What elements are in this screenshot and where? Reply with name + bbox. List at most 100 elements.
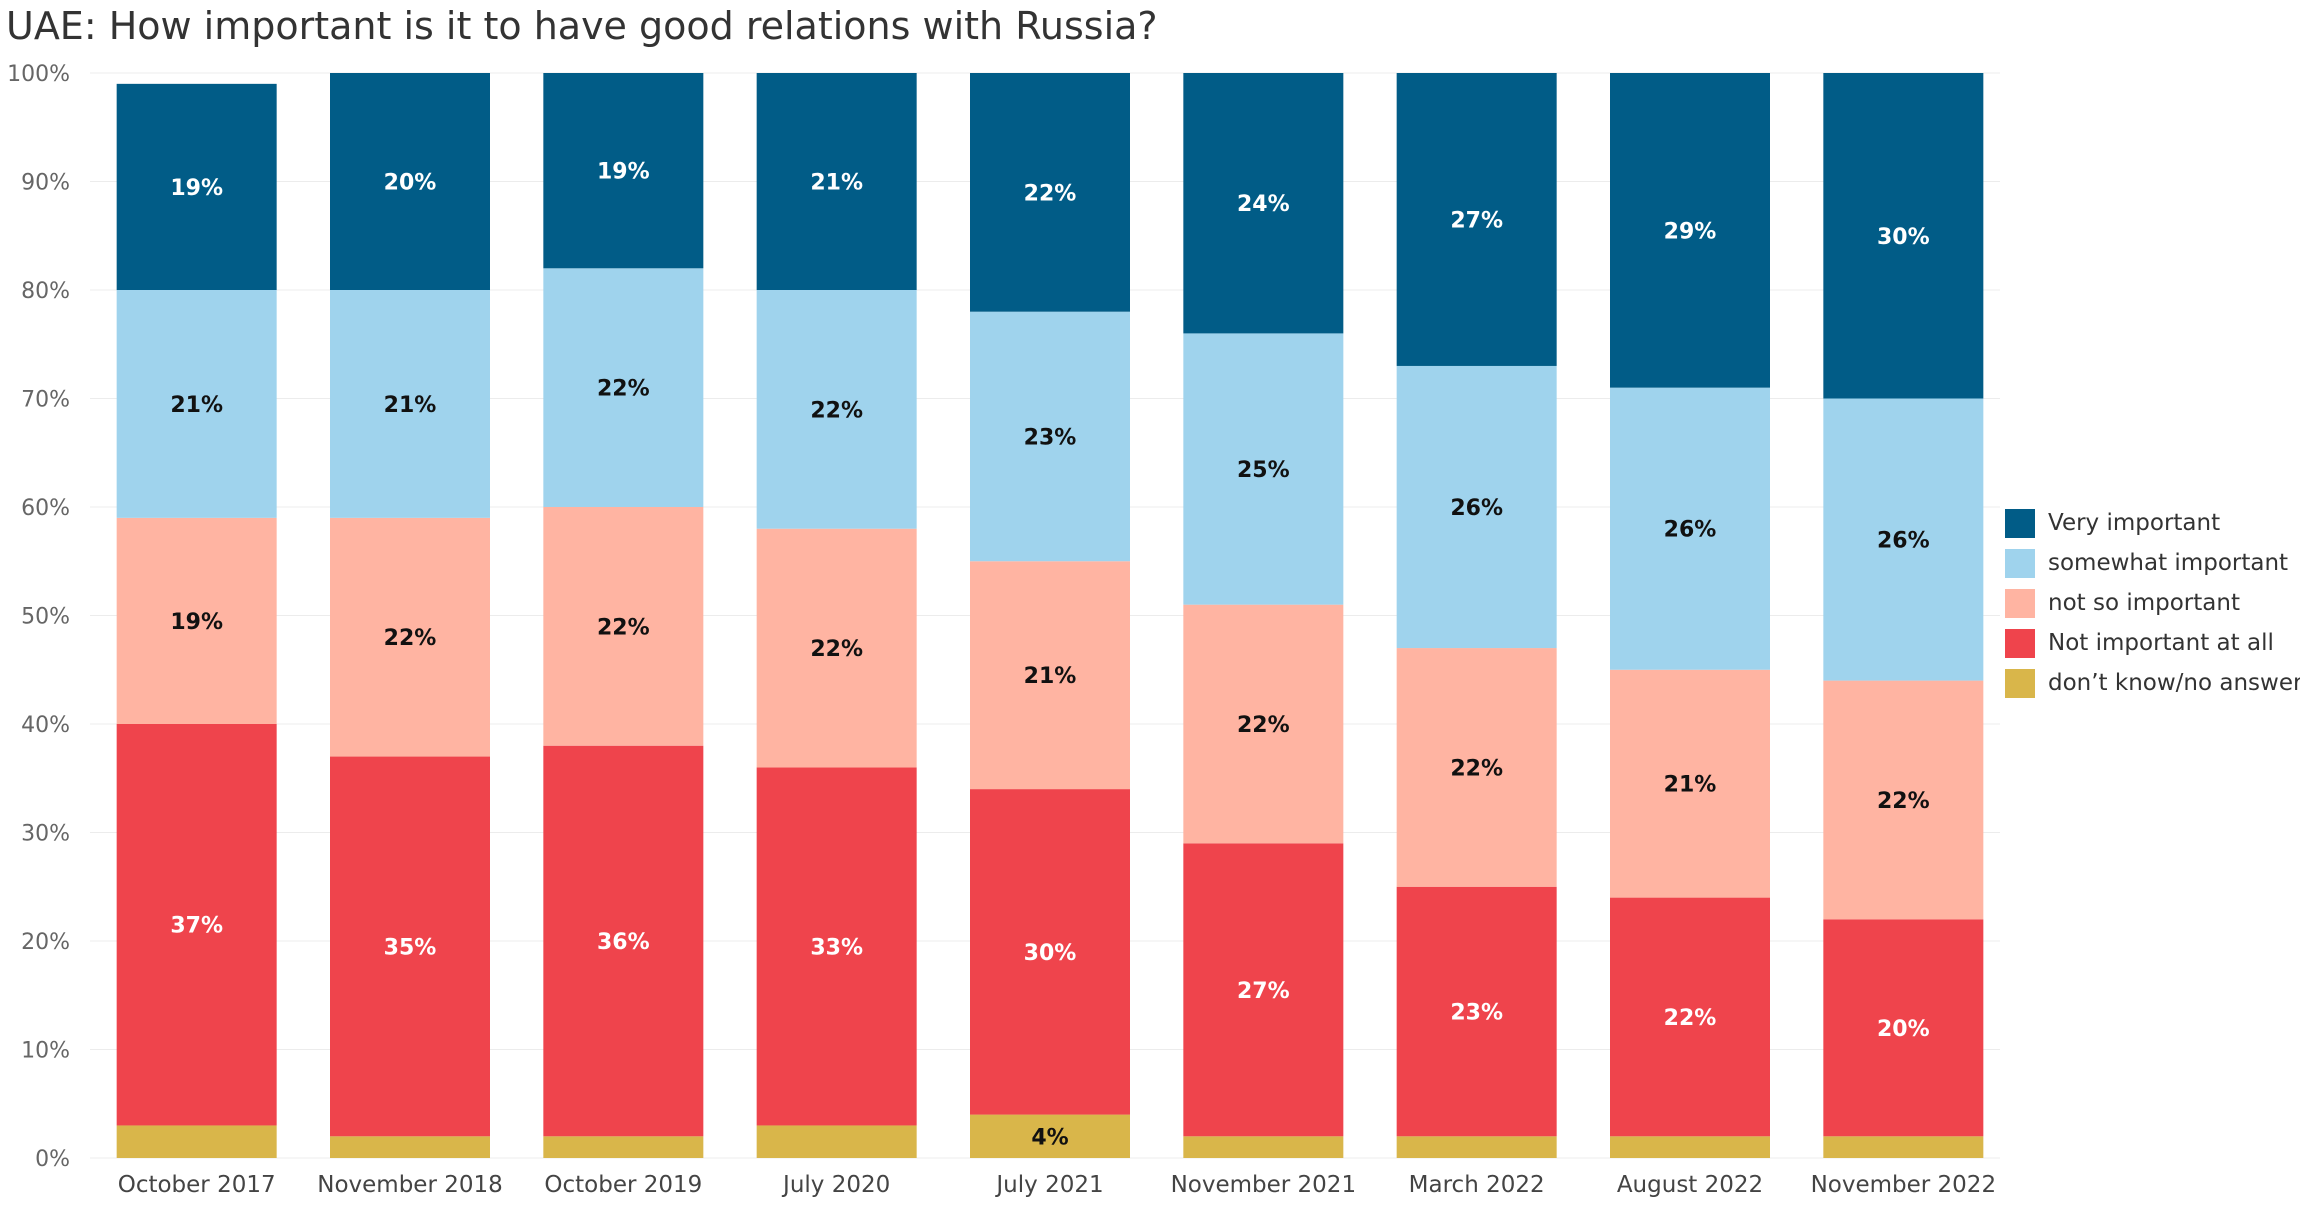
bar-segment: [330, 1136, 490, 1158]
data-label: 19%: [170, 176, 223, 201]
bar-segment: [1396, 886, 1557, 1137]
legend-swatch: [2005, 668, 2035, 698]
data-label: 21%: [1024, 664, 1077, 689]
y-tick-label: 0%: [35, 1147, 70, 1172]
x-tick-label: November 2018: [317, 1172, 503, 1198]
bar-segment: [330, 756, 490, 1137]
data-label: 22%: [810, 398, 863, 423]
data-label: 22%: [384, 626, 437, 651]
x-tick-label: November 2022: [1811, 1172, 1997, 1198]
bar-segment: [970, 1114, 1130, 1158]
bar-segment: [1610, 897, 1770, 1137]
data-label: 19%: [597, 160, 650, 185]
bar-segment: [543, 268, 704, 507]
data-label: 22%: [1664, 1006, 1717, 1031]
bar-segment: [116, 83, 277, 290]
legend-item-not-so-important: not so important: [2005, 583, 2300, 623]
legend-label: not so important: [2048, 590, 2240, 616]
bar-segment: [1396, 365, 1557, 649]
bar-segment: [1823, 680, 1984, 920]
bar-segment: [1183, 73, 1344, 334]
data-label: 22%: [1237, 713, 1290, 738]
legend-swatch: [2005, 628, 2035, 658]
data-label: 23%: [1024, 425, 1077, 450]
bar-segment: [1823, 398, 1984, 681]
bar-segment: [756, 528, 917, 768]
bar-segment: [116, 1125, 277, 1158]
bar-segment: [330, 517, 490, 757]
bar-segment: [1823, 73, 1984, 399]
legend-label: Very important: [2048, 510, 2221, 536]
y-tick-label: 60%: [21, 496, 70, 521]
bar-segment: [1396, 1136, 1557, 1158]
data-label: 23%: [1450, 1001, 1503, 1026]
data-label: 27%: [1237, 979, 1290, 1004]
bar-segment: [756, 767, 917, 1126]
data-label: 22%: [1024, 181, 1077, 206]
data-label: 30%: [1877, 225, 1930, 250]
data-label: 29%: [1664, 219, 1717, 244]
data-label: 30%: [1024, 941, 1077, 966]
bar-segment: [1183, 1136, 1344, 1158]
bar-segment: [1823, 1136, 1984, 1158]
x-tick-label: July 2021: [994, 1172, 1103, 1198]
data-label: 26%: [1664, 518, 1717, 543]
bar-segment: [1396, 73, 1557, 366]
legend-item-not-important-at-all: Not important at all: [2005, 623, 2300, 663]
bar-segment: [543, 1136, 704, 1158]
legend-label: Not important at all: [2048, 630, 2274, 656]
bar-segment: [116, 724, 277, 1126]
legend-item-very-important: Very important: [2005, 503, 2300, 543]
y-tick-label: 40%: [21, 713, 70, 738]
bar-segment: [543, 507, 704, 746]
x-tick-label: July 2020: [781, 1172, 890, 1198]
y-tick-label: 30%: [21, 822, 70, 847]
data-label: 35%: [384, 935, 437, 960]
data-label: 21%: [384, 393, 437, 418]
bar-segment: [1183, 843, 1344, 1137]
legend-swatch: [2005, 548, 2035, 578]
data-label: 25%: [1237, 458, 1290, 483]
y-tick-label: 90%: [21, 171, 70, 196]
bar-segment: [1610, 73, 1770, 388]
data-label: 22%: [1450, 756, 1503, 781]
bar-segment: [116, 290, 277, 518]
data-label: 22%: [1877, 789, 1930, 814]
data-label: 20%: [384, 171, 437, 196]
bar-segment: [756, 290, 917, 529]
y-tick-label: 100%: [7, 62, 70, 87]
data-label: 26%: [1877, 529, 1930, 554]
y-tick-label: 20%: [21, 930, 70, 955]
data-label: 21%: [1664, 773, 1717, 798]
bar-segment: [543, 745, 704, 1137]
x-tick-label: October 2017: [118, 1172, 276, 1198]
data-label: 22%: [597, 615, 650, 640]
bar-segment: [1610, 1136, 1770, 1158]
bar-segment: [970, 789, 1130, 1115]
bar-segment: [970, 561, 1130, 790]
bar-segment: [330, 73, 490, 290]
legend-label: somewhat important: [2048, 550, 2289, 576]
x-tick-label: March 2022: [1409, 1172, 1545, 1198]
data-label: 22%: [810, 637, 863, 662]
bar-segment: [1823, 919, 1984, 1137]
bar-segment: [1183, 604, 1344, 844]
data-label: 37%: [170, 914, 223, 939]
data-label: 4%: [1031, 1125, 1068, 1150]
bar-segment: [756, 1125, 917, 1158]
data-label: 36%: [597, 930, 650, 955]
chart-title: UAE: How important is it to have good re…: [6, 4, 1158, 48]
bar-segment: [756, 73, 917, 290]
y-tick-label: 70%: [21, 388, 70, 413]
data-label: 20%: [1877, 1017, 1930, 1042]
bar-segment: [330, 290, 490, 518]
legend-label: don’t know/no answer: [2048, 670, 2300, 696]
y-tick-label: 50%: [21, 605, 70, 630]
data-label: 26%: [1450, 496, 1503, 521]
bar-segment: [1183, 333, 1344, 605]
data-label: 33%: [810, 935, 863, 960]
data-label: 22%: [597, 377, 650, 402]
y-tick-label: 80%: [21, 279, 70, 304]
bar-segment: [116, 517, 277, 724]
y-tick-label: 10%: [21, 1039, 70, 1064]
